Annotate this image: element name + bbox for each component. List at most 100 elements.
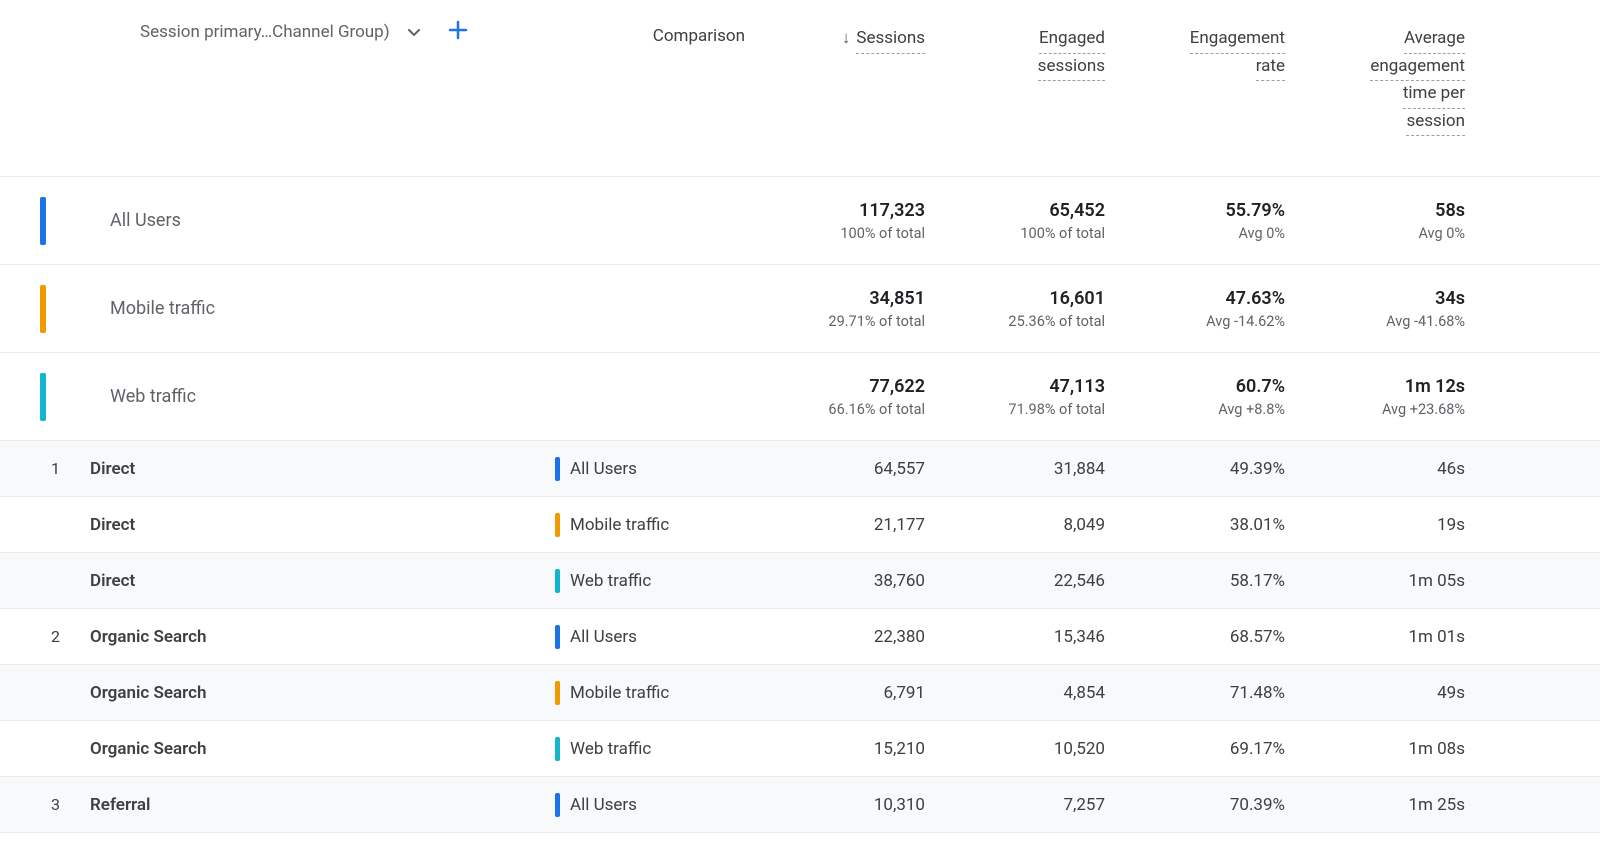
segment-color-bar [555,457,560,481]
metric-subtext: Avg +23.68% [1305,401,1465,418]
metric-subtext: Avg 0% [1305,225,1465,242]
metric-value: 55.79% [1125,200,1285,221]
table-row[interactable]: 1DirectAll Users64,55731,88449.39%46s [0,441,1600,497]
segment-label: Mobile traffic [570,515,669,535]
segment-color-bar [40,285,46,333]
metric-cell: 31,884 [945,459,1125,479]
table-row[interactable]: Organic Search Mobile traffic 6,7914,85471… [0,665,1600,721]
segment-label: Mobile traffic [570,683,669,703]
metric-subtext: Avg 0% [1125,225,1285,242]
summary-metric-cell: 65,452100% of total [945,200,1125,242]
segment-label: All Users [570,627,637,647]
channel-name[interactable]: Referral [90,795,555,815]
segment-name[interactable]: All Users [110,210,555,231]
summary-metric-cell: 55.79% Avg 0% [1125,200,1305,242]
analytics-table: Session primary…Channel Group) Compariso… [0,0,1600,833]
comparison-column-header[interactable]: Comparison [555,20,765,46]
dimension-picker[interactable]: Session primary…Channel Group) [140,22,420,42]
segment-cell: All Users [555,793,765,817]
segment-label: All Users [570,795,637,815]
metric-subtext: 25.36% of total [945,313,1105,330]
metric-cell: 7,257 [945,795,1125,815]
metric-cell: 4,854 [945,683,1125,703]
summary-metric-cell: 77,62266.16% of total [765,376,945,418]
metric-cell: 1m 25s [1305,795,1485,815]
segment-summary-row: All Users117,323100% of total65,452100% … [0,177,1600,265]
segment-cell: Mobile traffic [555,513,765,537]
metric-value: 1m 12s [1305,376,1465,397]
channel-name[interactable]: Organic Search [90,627,555,647]
table-row[interactable]: 2Organic SearchAll Users22,38015,34668.5… [0,609,1600,665]
chevron-down-icon [408,22,420,42]
metric-cell: 21,177 [765,515,945,535]
metric-headers-group: ↓SessionsEngagedsessionsEngagementrateAv… [765,20,1485,136]
metric-cell: 10,520 [945,739,1125,759]
metric-cell: 22,546 [945,571,1125,591]
segment-summary-row: Web traffic 77,62266.16% of total47,11371… [0,353,1600,441]
metric-cell: 1m 01s [1305,627,1485,647]
row-index: 3 [0,795,90,814]
metric-column-header[interactable]: Averageengagementtime persession [1305,20,1485,136]
segment-cell: Web traffic [555,737,765,761]
metric-column-header[interactable]: Engagedsessions [945,20,1125,136]
summary-metric-cell: 47.63%Avg -14.62% [1125,288,1305,330]
metric-value: 47.63% [1125,288,1285,309]
segment-label: Web traffic [570,571,651,591]
metric-column-header[interactable]: Engagementrate [1125,20,1305,136]
summary-metric-cell: 117,323 100% of total [765,200,945,242]
channel-name[interactable]: Direct [90,459,555,479]
segment-color-bar [555,793,560,817]
channel-name[interactable]: Direct [90,571,555,591]
table-row[interactable]: 3ReferralAll Users10,3107,25770.39%1m 25… [0,777,1600,833]
segment-name[interactable]: Web traffic [110,386,555,407]
data-rows-group: 1DirectAll Users64,55731,88449.39%46sDir… [0,441,1600,833]
segment-cell: All Users [555,457,765,481]
metric-cell: 10,310 [765,795,945,815]
segment-color-bar [555,625,560,649]
channel-name[interactable]: Organic Search [90,683,555,703]
metric-cell: 6,791 [765,683,945,703]
summary-metric-cell: 60.7%Avg +8.8% [1125,376,1305,418]
segment-color-bar [555,681,560,705]
metric-value: 60.7% [1125,376,1285,397]
metric-cell: 58.17% [1125,571,1305,591]
metric-cell: 71.48% [1125,683,1305,703]
dimension-label: Session primary…Channel Group) [140,22,390,42]
segment-cell: Web traffic [555,569,765,593]
metric-subtext: 100% of total [765,225,925,242]
dimension-header-group: Session primary…Channel Group) [0,20,555,44]
table-row[interactable]: Direct Mobile traffic 21,1778,04938.01%19s [0,497,1600,553]
metric-subtext: 71.98% of total [945,401,1105,418]
metric-subtext: 100% of total [945,225,1105,242]
segment-color-bar [40,197,46,245]
segment-color-bar [555,569,560,593]
segment-cell: All Users [555,625,765,649]
metric-cell: 46s [1305,459,1485,479]
channel-name[interactable]: Organic Search [90,739,555,759]
add-dimension-button[interactable] [448,20,468,44]
summary-metric-cell: 34sAvg -41.68% [1305,288,1485,330]
segment-color-bar [555,513,560,537]
metric-cell: 8,049 [945,515,1125,535]
summary-metric-cell: 1m 12s Avg +23.68% [1305,376,1485,418]
metric-cell: 38.01% [1125,515,1305,535]
segment-summary-row: Mobile traffic34,85129.71% of total16,60… [0,265,1600,353]
table-row[interactable]: DirectWeb traffic38,76022,54658.17%1m 05… [0,553,1600,609]
row-index: 2 [0,627,90,646]
segment-color-bar [555,737,560,761]
channel-name[interactable]: Direct [90,515,555,535]
metric-cell: 19s [1305,515,1485,535]
metric-cell: 1m 05s [1305,571,1485,591]
table-header-row: Session primary…Channel Group) Compariso… [0,0,1600,177]
summary-metric-cell: 58sAvg 0% [1305,200,1485,242]
summary-metric-cell: 47,11371.98% of total [945,376,1125,418]
metric-subtext: Avg -41.68% [1305,313,1465,330]
table-row[interactable]: Organic SearchWeb traffic15,21010,52069.… [0,721,1600,777]
metric-column-header[interactable]: ↓Sessions [765,20,945,136]
metric-cell: 68.57% [1125,627,1305,647]
metric-value: 77,622 [765,376,925,397]
segment-color-bar [40,373,46,421]
metric-cell: 22,380 [765,627,945,647]
segment-name[interactable]: Mobile traffic [110,298,555,319]
metric-value: 117,323 [765,200,925,221]
